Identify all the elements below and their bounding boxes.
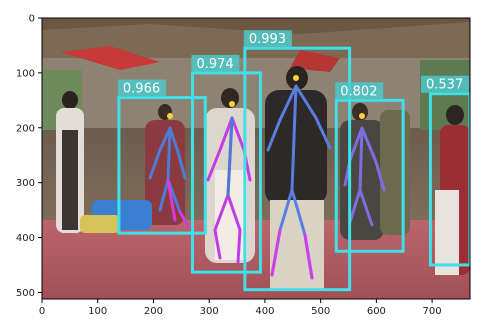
x-tick-label: 100 — [88, 306, 107, 317]
detection-box — [334, 98, 405, 253]
score-label: 0.966 — [123, 82, 160, 97]
score-label: 0.993 — [249, 32, 286, 47]
score-label-bg — [421, 75, 469, 93]
score-label-bg — [243, 30, 292, 48]
score-label: 0.802 — [340, 84, 377, 99]
detections-layer: 0.966 0.974 0.993 0.802 0.537 — [117, 30, 470, 292]
x-tick-label: 200 — [144, 306, 163, 317]
score-label-bg — [117, 79, 166, 97]
score-label: 0.974 — [196, 57, 233, 72]
y-tick-label: 300 — [16, 178, 35, 189]
x-axis-ticks: 0 100 200 300 400 500 600 700 — [39, 299, 442, 317]
y-tick-label: 500 — [16, 288, 35, 299]
x-tick-label: 300 — [200, 306, 219, 317]
score-label-bg — [335, 82, 384, 100]
y-tick-label: 200 — [16, 123, 35, 134]
axes-frame — [41, 17, 471, 300]
y-tick-label: 400 — [16, 233, 35, 244]
y-axis-ticks: 0 100 200 300 400 500 — [16, 14, 42, 299]
x-tick-label: 600 — [367, 306, 386, 317]
photo-background — [42, 18, 470, 299]
x-tick-label: 0 — [39, 306, 45, 317]
score-label-bg — [191, 54, 240, 72]
x-tick-label: 700 — [423, 306, 442, 317]
detection-box — [190, 71, 262, 274]
detection-box — [117, 96, 207, 235]
score-label: 0.537 — [426, 78, 463, 93]
x-tick-label: 500 — [311, 306, 330, 317]
y-tick-label: 100 — [16, 68, 35, 79]
x-tick-label: 400 — [255, 306, 274, 317]
y-tick-label: 0 — [29, 14, 35, 25]
detection-box — [243, 46, 352, 292]
